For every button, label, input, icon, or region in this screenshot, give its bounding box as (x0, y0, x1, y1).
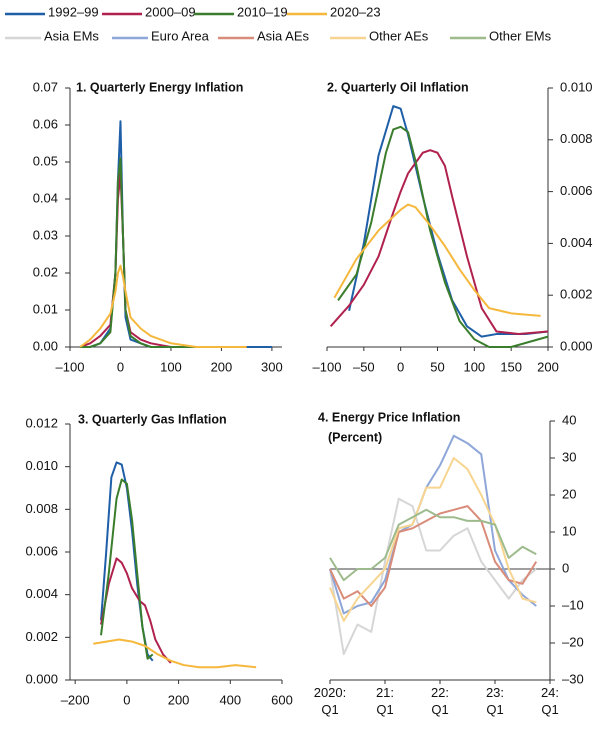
x-tick-label: 0 (123, 692, 130, 707)
series-line (100, 478, 154, 660)
x-tick-label: 400 (219, 692, 241, 707)
series-line (100, 557, 172, 664)
x-tick-label: 600 (271, 692, 293, 707)
y-tick-label: 0.02 (33, 264, 58, 279)
y-tick-label: 0.010 (25, 458, 58, 473)
y-tick-label: 0.06 (33, 116, 58, 131)
x-tick-label: 100 (160, 359, 182, 374)
legend-label: 1992–99 (48, 4, 99, 19)
y-tick-label: 20 (562, 486, 576, 501)
y-tick-label: 30 (562, 449, 576, 464)
panel-title: 4. Energy Price Inflation (318, 410, 460, 424)
x-tick-label: 24: Q1 (540, 685, 560, 717)
y-tick-label: 0.00 (33, 338, 58, 353)
series-line (329, 434, 537, 615)
legend-label: 2000–09 (145, 4, 196, 19)
legend-label: Other AEs (369, 28, 429, 43)
panel-title: 3. Quarterly Gas Inflation (78, 412, 227, 426)
y-tick-label: 0.000 (560, 338, 593, 353)
x-tick-label: 0 (117, 359, 124, 374)
series-line (329, 149, 549, 336)
x-tick-label: 50 (430, 359, 444, 374)
x-tick-label: 300 (261, 359, 283, 374)
series-line (80, 157, 247, 348)
x-tick-label: 22: Q1 (430, 685, 450, 717)
x-tick-label: –200 (61, 692, 90, 707)
y-tick-label: 0.012 (25, 415, 58, 430)
x-tick-label: 0 (397, 359, 404, 374)
x-tick-label: –50 (353, 359, 375, 374)
legend-label: Asia AEs (257, 28, 310, 43)
x-tick-label: 200 (537, 359, 559, 374)
y-tick-label: 0.004 (560, 235, 593, 250)
series-line (337, 125, 549, 348)
x-tick-label: 2020: Q1 (313, 685, 347, 717)
y-tick-label: 0.002 (25, 629, 58, 644)
legend-label: 2020–23 (330, 4, 381, 19)
x-tick-label: 100 (463, 359, 485, 374)
legend-label: 2010–19 (237, 4, 288, 19)
y-tick-label: 0.008 (560, 131, 593, 146)
series-line (333, 203, 541, 317)
x-tick-label: 200 (168, 692, 190, 707)
y-tick-label: 0.002 (560, 287, 593, 302)
x-tick-label: 23: Q1 (485, 685, 505, 717)
y-tick-label: –20 (562, 634, 584, 649)
y-tick-label: 0 (562, 560, 569, 575)
panel-title: 2. Quarterly Oil Inflation (327, 80, 469, 94)
y-tick-label: 0.000 (25, 671, 58, 686)
series-line (329, 505, 538, 607)
panel-title: 1. Quarterly Energy Inflation (76, 80, 243, 94)
x-tick-label: 21: Q1 (375, 685, 395, 717)
legend-label: Other EMs (489, 28, 552, 43)
x-tick-label: –100 (56, 359, 85, 374)
y-tick-label: 0.010 (560, 79, 593, 94)
y-tick-label: 0.05 (33, 153, 58, 168)
y-tick-label: 40 (562, 412, 576, 427)
y-tick-label: 0.008 (25, 501, 58, 516)
series-line (348, 105, 549, 338)
y-tick-label: 0.01 (33, 301, 58, 316)
legend-label: Asia EMs (44, 28, 99, 43)
y-tick-label: 0.004 (25, 586, 58, 601)
series-line (329, 457, 537, 622)
y-tick-label: 0.006 (560, 183, 593, 198)
y-tick-label: 0.03 (33, 227, 58, 242)
x-tick-label: –100 (313, 359, 342, 374)
y-tick-label: 0.07 (33, 79, 58, 94)
y-tick-label: 0.006 (25, 543, 58, 558)
series-line (329, 497, 537, 656)
y-tick-label: 0.04 (33, 190, 58, 205)
y-tick-label: –30 (562, 671, 584, 686)
x-tick-label: 150 (500, 359, 522, 374)
panel-subtitle: (Percent) (328, 430, 382, 444)
y-tick-label: –10 (562, 597, 584, 612)
series-line (329, 508, 537, 582)
y-tick-label: 10 (562, 523, 576, 538)
series-line (79, 264, 247, 348)
legend-label: Euro Area (151, 28, 210, 43)
x-tick-label: 200 (211, 359, 233, 374)
series-line (93, 638, 257, 669)
series-line (100, 461, 154, 662)
series-line (80, 120, 272, 348)
